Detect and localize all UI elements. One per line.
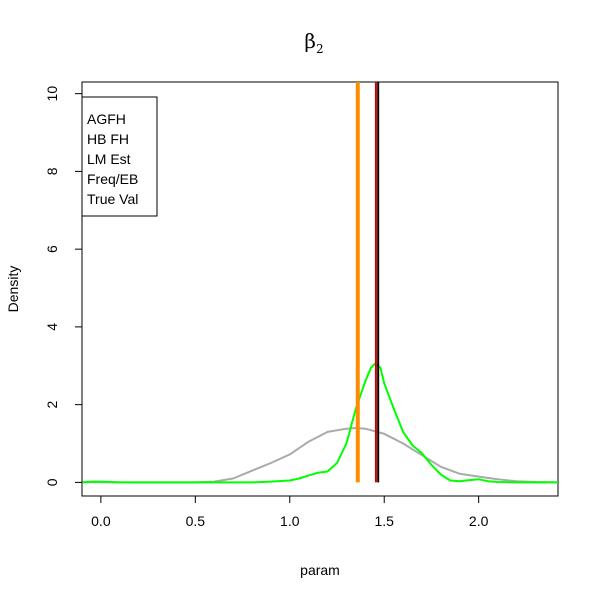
vline-layer: [355, 82, 380, 483]
density-curve-0: [82, 427, 559, 484]
chart-title: β2: [304, 29, 323, 56]
chart-title-subscript: 2: [316, 42, 324, 56]
y-tick-label: 6: [44, 245, 60, 253]
y-axis-label: Density: [5, 266, 21, 313]
legend-entry-agfh: AGFH: [87, 111, 126, 127]
y-axis: 0 2 4 6 8 10: [44, 86, 83, 486]
y-tick-label: 10: [44, 86, 60, 102]
x-tick-label: 0.0: [91, 513, 111, 529]
x-tick-label: 0.5: [186, 513, 206, 529]
legend-box: [81, 96, 158, 217]
x-tick-label: 2.0: [469, 513, 489, 529]
x-tick-label: 1.0: [280, 513, 300, 529]
legend-entry-freq-eb: Freq/EB: [87, 171, 138, 187]
y-tick-label: 0: [44, 478, 60, 486]
series-layer: [81, 362, 559, 484]
y-tick-label: 4: [44, 323, 60, 331]
chart-title-symbol: β: [304, 29, 316, 53]
x-tick-label: 1.5: [374, 513, 394, 529]
legend-entry-true-val: True Val: [87, 191, 138, 207]
legend-entry-hb-fh: HB FH: [87, 131, 129, 147]
y-tick-label: 2: [44, 401, 60, 409]
legend: AGFH HB FH LM Est Freq/EB True Val: [81, 96, 158, 217]
x-axis: 0.0 0.5 1.0 1.5 2.0: [91, 495, 489, 529]
density-curve-1: [81, 362, 558, 484]
y-tick-label: 8: [44, 167, 60, 175]
legend-entry-lm-est: LM Est: [87, 151, 131, 167]
x-axis-label: param: [300, 562, 340, 578]
